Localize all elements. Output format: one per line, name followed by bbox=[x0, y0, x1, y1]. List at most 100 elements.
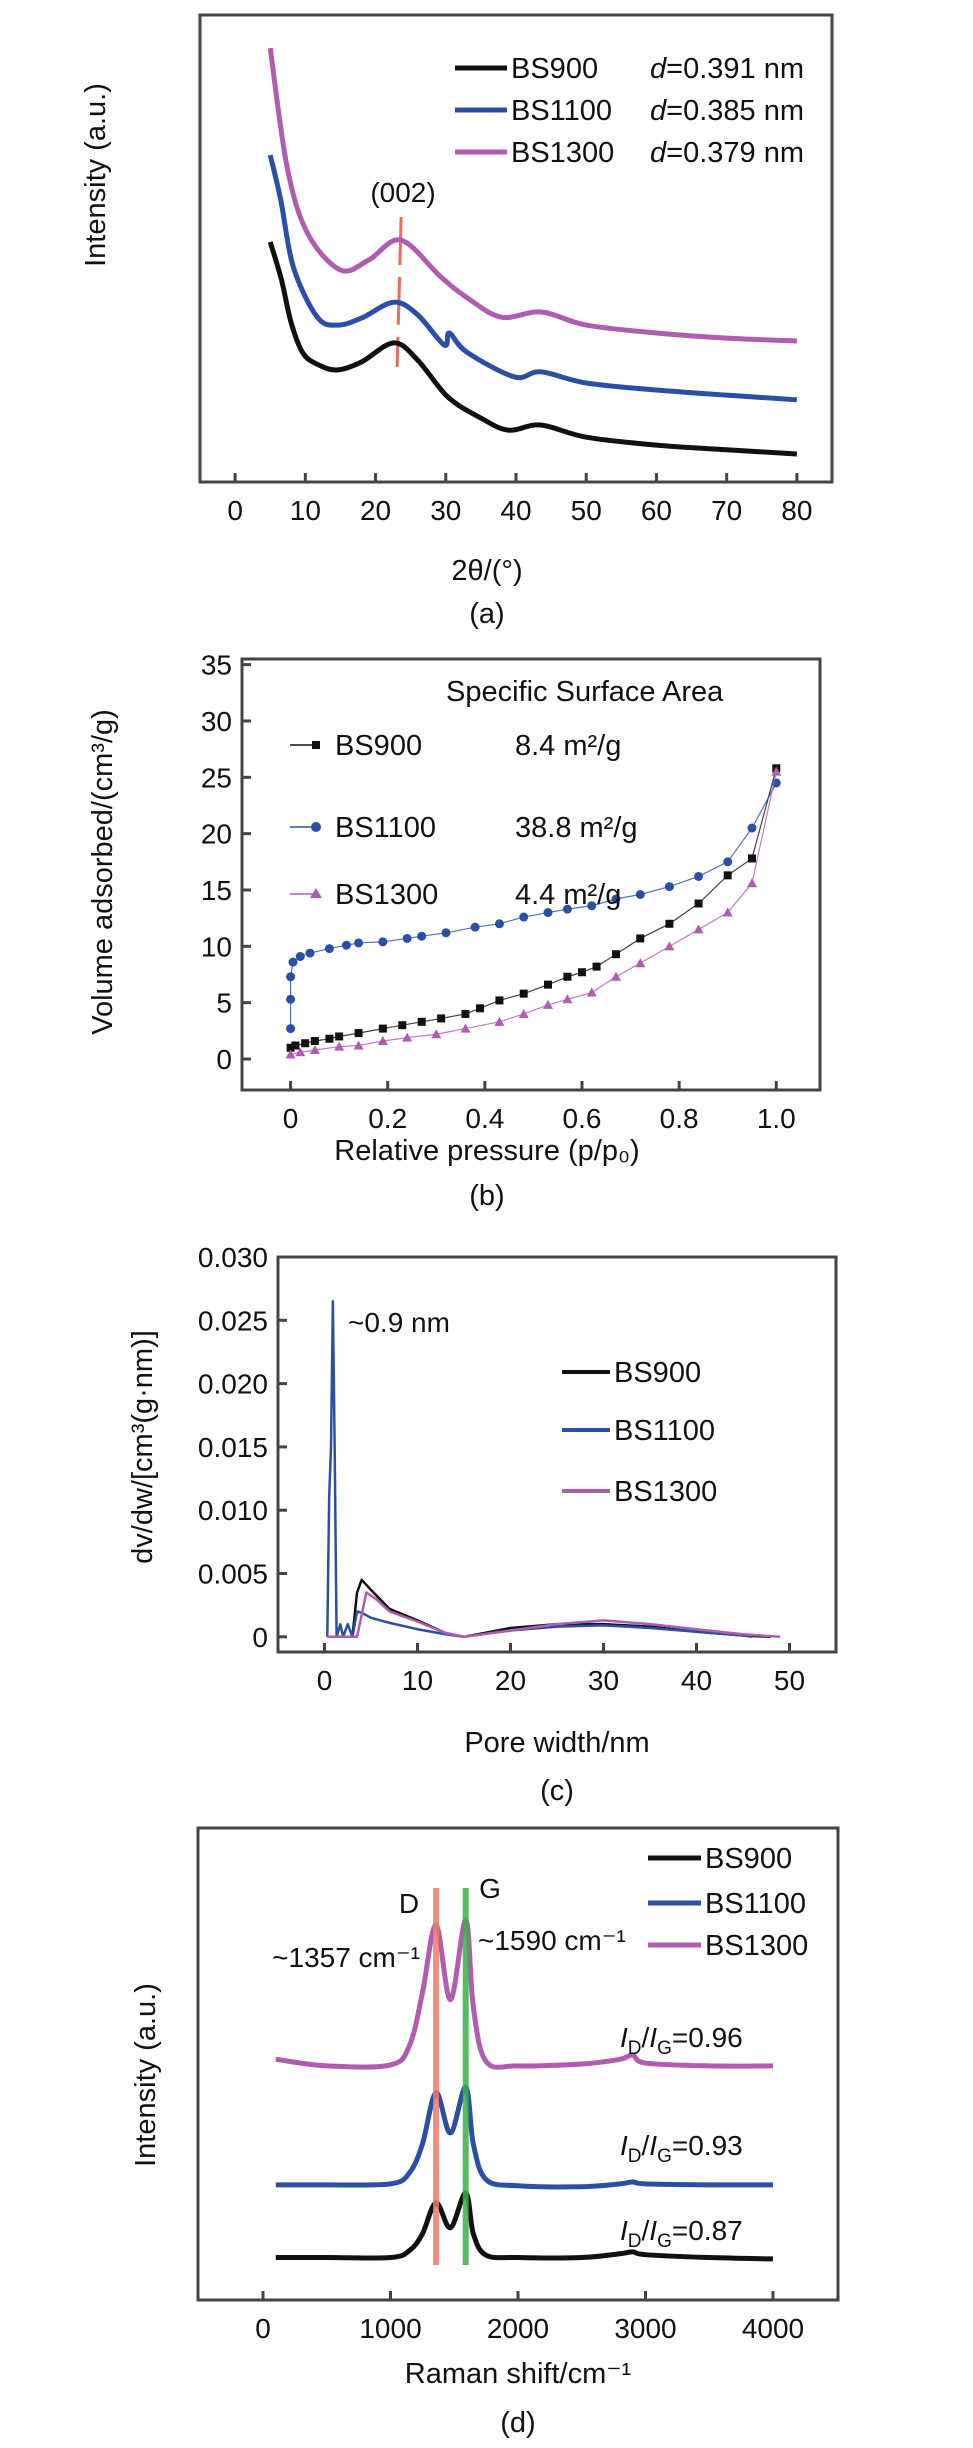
data-point bbox=[771, 766, 782, 776]
y-tick-label: 5 bbox=[216, 988, 232, 1019]
data-point bbox=[301, 1039, 310, 1048]
data-point bbox=[664, 882, 674, 892]
legend-title: Specific Surface Area bbox=[446, 676, 724, 708]
x-tick-label: 0 bbox=[283, 1103, 299, 1134]
legend-d-spacing: d=0.385 nm bbox=[650, 95, 804, 127]
g-band-annotation: ~1590 cm⁻¹ bbox=[478, 1925, 626, 1956]
data-point bbox=[334, 1041, 345, 1051]
data-point bbox=[309, 1044, 320, 1054]
data-point bbox=[378, 1024, 387, 1033]
y-tick-label: 0.010 bbox=[198, 1495, 268, 1526]
y-tick-label: 35 bbox=[201, 650, 232, 681]
legend-label: BS1300 bbox=[511, 137, 614, 169]
legend-marker bbox=[312, 741, 320, 749]
data-point bbox=[519, 989, 528, 998]
data-point bbox=[611, 971, 621, 981]
panel-label: (c) bbox=[540, 1775, 574, 1807]
legend-surface-area: 8.4 m²/g bbox=[515, 730, 621, 762]
series-line-BS1100 bbox=[267, 154, 798, 403]
panel-c-pore-size: dv/dw/[cm³(g·nm)] Pore width/nm (c) ~0.9… bbox=[127, 1242, 838, 1807]
ratio-value: =0.96 bbox=[672, 2022, 743, 2053]
data-point bbox=[495, 996, 504, 1005]
data-point bbox=[286, 1024, 296, 1034]
series-line-BS1100 bbox=[326, 1300, 753, 1639]
peak-002-annotation: (002) bbox=[370, 177, 435, 208]
data-point bbox=[519, 912, 529, 922]
legend-d-spacing: d=0.391 nm bbox=[650, 53, 804, 85]
legend-label: BS1100 bbox=[705, 1888, 806, 1920]
legend-surface-area: 4.4 m²/g bbox=[515, 879, 621, 911]
y-tick-label: 0.020 bbox=[198, 1369, 268, 1400]
data-point bbox=[437, 1014, 446, 1023]
data-point bbox=[295, 1047, 306, 1057]
data-point bbox=[723, 871, 732, 880]
data-point bbox=[476, 1004, 484, 1013]
data-point bbox=[285, 1049, 296, 1059]
data-point bbox=[286, 994, 296, 1004]
data-point bbox=[635, 958, 646, 968]
x-tick-label: 10 bbox=[402, 1665, 433, 1696]
data-point bbox=[665, 919, 674, 928]
data-point bbox=[461, 1009, 470, 1018]
y-tick-label: 10 bbox=[201, 931, 232, 962]
data-point bbox=[295, 951, 305, 961]
data-point bbox=[748, 854, 756, 863]
y-axis-label: Intensity (a.u.) bbox=[130, 1983, 162, 2167]
d-band-label: D bbox=[399, 1888, 419, 1919]
y-tick-label: 0 bbox=[252, 1622, 268, 1653]
y-tick-label: 0.030 bbox=[198, 1242, 268, 1273]
series-line-BS1100 bbox=[275, 2084, 773, 2190]
y-tick-label: 0.025 bbox=[198, 1305, 268, 1336]
x-tick-label: 70 bbox=[711, 495, 742, 526]
x-tick-label: 0 bbox=[227, 495, 243, 526]
legend-surface-area: 38.8 m²/g bbox=[515, 812, 638, 844]
data-point bbox=[611, 894, 621, 904]
data-point bbox=[592, 962, 601, 971]
data-point bbox=[518, 1008, 529, 1018]
y-tick-label: 20 bbox=[201, 819, 232, 850]
d-symbol: d bbox=[650, 53, 667, 85]
x-tick-label: 50 bbox=[571, 495, 602, 526]
ratio-part: / bbox=[642, 2215, 650, 2246]
data-point bbox=[288, 957, 298, 967]
y-axis-label: dv/dw/[cm³(g·nm)] bbox=[127, 1330, 159, 1564]
ratio-part: D bbox=[628, 2038, 642, 2059]
panel-label: (b) bbox=[469, 1180, 504, 1212]
ratio-part: D bbox=[628, 2146, 642, 2167]
ratio-part: G bbox=[657, 2231, 672, 2252]
data-point bbox=[417, 931, 427, 941]
legend-label: BS1300 bbox=[705, 1930, 808, 1962]
id-ig-ratio-label: ID/IG=0.93 bbox=[620, 2130, 743, 2167]
id-ig-ratio-label: ID/IG=0.87 bbox=[620, 2215, 743, 2252]
legend-label: BS900 bbox=[511, 53, 598, 85]
data-point bbox=[402, 933, 412, 943]
series-line-BS1300 bbox=[327, 1591, 781, 1639]
y-tick-label: 0.015 bbox=[198, 1432, 268, 1463]
panel-d-raman: Intensity (a.u.) Raman shift/cm⁻¹ (d) D … bbox=[130, 1826, 840, 2439]
x-tick-label: 20 bbox=[360, 495, 391, 526]
data-point bbox=[747, 878, 757, 888]
ratio-part: G bbox=[657, 2038, 672, 2059]
y-tick-label: 30 bbox=[201, 706, 232, 737]
data-point bbox=[286, 1043, 295, 1052]
ratio-part: D bbox=[628, 2231, 642, 2252]
legend-marker bbox=[311, 822, 321, 832]
data-point bbox=[377, 1035, 388, 1045]
data-point bbox=[305, 948, 315, 958]
legend-label: BS1100 bbox=[614, 1415, 715, 1447]
ratio-part: I bbox=[649, 2215, 657, 2246]
y-tick-label: 0 bbox=[216, 1044, 232, 1075]
data-point bbox=[747, 823, 757, 833]
ratio-part: / bbox=[642, 2022, 650, 2053]
data-point bbox=[341, 940, 351, 950]
data-point bbox=[694, 899, 703, 908]
d-band-annotation: ~1357 cm⁻¹ bbox=[272, 1942, 420, 1973]
data-point bbox=[544, 980, 552, 989]
legend-label: BS900 bbox=[705, 1843, 792, 1875]
d-value: =0.385 nm bbox=[666, 95, 804, 127]
y-tick-label: 15 bbox=[201, 875, 232, 906]
ratio-part: I bbox=[649, 2130, 657, 2161]
data-point bbox=[722, 907, 733, 917]
series-line-BS1300 bbox=[267, 47, 797, 344]
